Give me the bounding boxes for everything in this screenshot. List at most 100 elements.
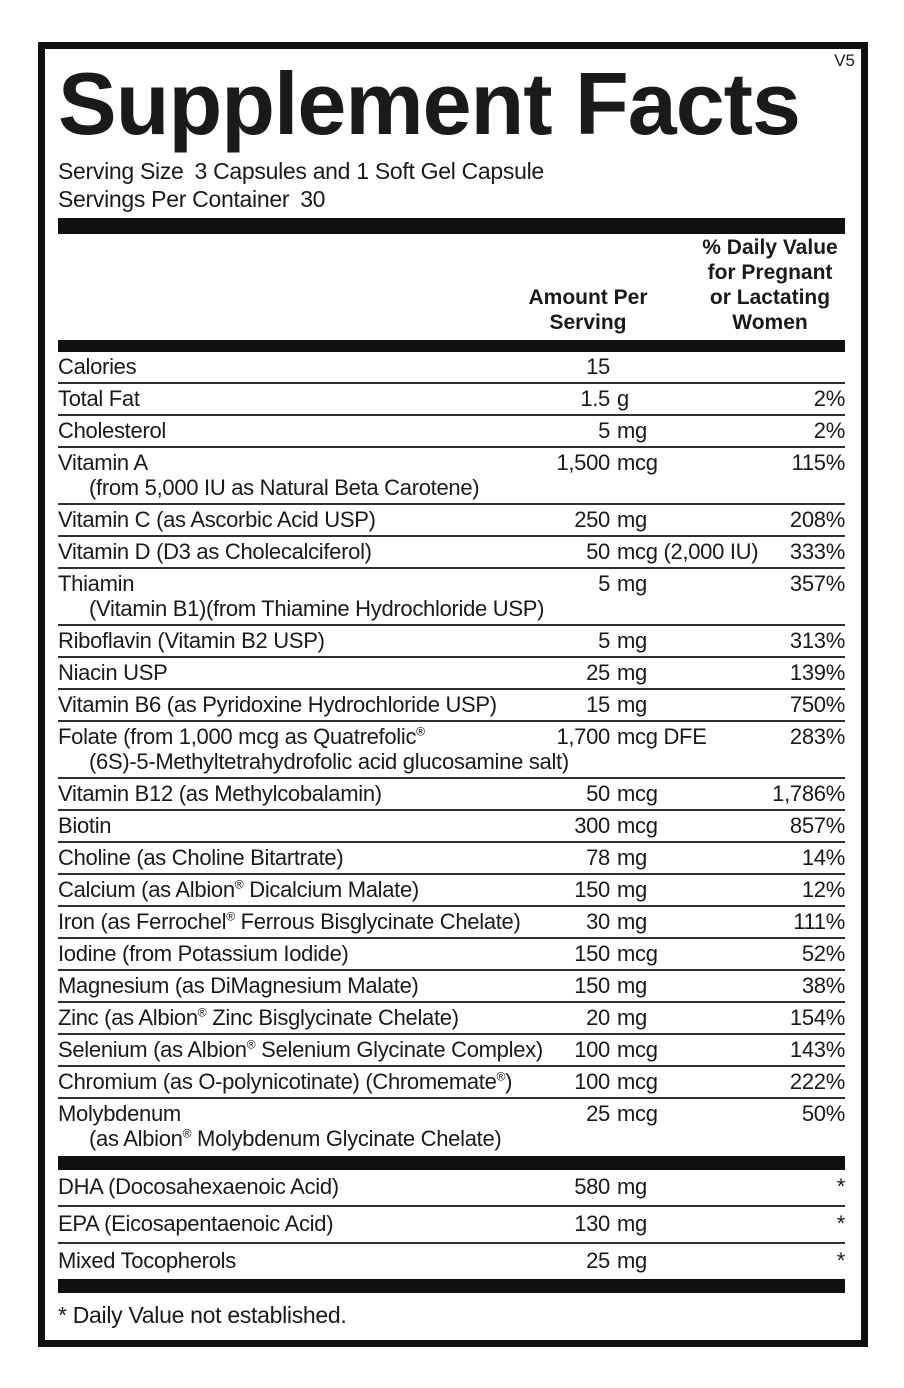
nutrient-amount: 20 mg: [586, 1005, 647, 1030]
nutrient-row: Biotin 300 mcg 857%: [58, 809, 845, 841]
nutrient-row: Iodine (from Potassium Iodide) 150 mcg 52%: [58, 937, 845, 969]
column-headers: Amount Per Serving % Daily Value for Pre…: [58, 234, 845, 340]
page-title: Supplement Facts: [58, 54, 801, 153]
nutrient-name: Chromium (as O-polynicotinate) (Chromema…: [58, 1069, 513, 1094]
nutrient-row: Vitamin B12 (as Methylcobalamin) 50 mcg 1,7…: [58, 777, 845, 809]
nutrient-amount: 150 mg: [574, 877, 647, 902]
nutrient-daily-value: 139%: [789, 660, 845, 685]
nutrient-row: Thiamin (Vitamin B1)(from Thiamine Hydroc…: [58, 567, 845, 624]
nutrient-daily-value: 208%: [789, 507, 845, 532]
nutrient-row: Cholesterol 5 mg 2%: [58, 414, 845, 446]
nutrient-daily-value: 50%: [801, 1101, 845, 1126]
nutrient-amount: 1,700 mcg DFE: [556, 724, 707, 749]
nutrient-name: DHA (Docosahexaenoic Acid): [58, 1174, 339, 1199]
thick-separator-bar-bottom: [58, 1279, 845, 1293]
nutrient-daily-value: 1,786%: [772, 781, 845, 806]
nutrient-daily-value: 357%: [789, 571, 845, 596]
nutrient-row: Chromium (as O-polynicotinate) (Chromema…: [58, 1065, 845, 1097]
servings-per-container-label: Servings Per Container: [58, 186, 290, 212]
thick-separator-bar-middle: [58, 1156, 845, 1170]
nutrient-name: Calories: [58, 354, 137, 379]
serving-info: Serving Size 3 Capsules and 1 Soft Gel Ca…: [58, 157, 845, 213]
nutrient-daily-value: *: [836, 1248, 846, 1273]
nutrient-name: Vitamin A (from 5,000 IU as Natural Beta …: [58, 450, 480, 500]
nutrient-name: EPA (Eicosapentaenoic Acid): [58, 1211, 334, 1236]
nutrient-name: Folate (from 1,000 mcg as Quatrefolic® (6…: [58, 724, 569, 774]
nutrient-amount: 130 mg: [574, 1211, 647, 1236]
supplement-facts-label: V5 Supplement Facts Serving Size 3 Capsul…: [38, 42, 868, 1347]
nutrient-daily-value: 333%: [789, 539, 845, 564]
nutrient-daily-value: 222%: [789, 1069, 845, 1094]
nutrient-name: Vitamin B12 (as Methylcobalamin): [58, 781, 382, 806]
nutrient-name: Riboflavin (Vitamin B2 USP): [58, 628, 325, 653]
nutrient-daily-value: 143%: [789, 1037, 845, 1062]
nutrient-name: Vitamin B6 (as Pyridoxine Hydrochloride …: [58, 692, 497, 717]
nutrient-name-detail: (as Albion® Molybdenum Glycinate Chelate…: [89, 1126, 502, 1151]
nutrient-row: Folate (from 1,000 mcg as Quatrefolic® (6…: [58, 720, 845, 777]
nutrient-row: Riboflavin (Vitamin B2 USP) 5 mg 313%: [58, 624, 845, 656]
nutrient-daily-value: *: [836, 1211, 846, 1236]
nutrient-amount: 150 mcg: [574, 941, 658, 966]
nutrient-name: Iron (as Ferrochel® Ferrous Bisglycinate…: [58, 909, 521, 934]
serving-size-line: Serving Size 3 Capsules and 1 Soft Gel Ca…: [58, 157, 845, 185]
nutrient-amount: 78 mg: [586, 845, 647, 870]
nutrient-row: Choline (as Choline Bitartrate) 78 mg 14%: [58, 841, 845, 873]
nutrient-row: Vitamin D (D3 as Cholecalciferol) 50 mcg (…: [58, 535, 845, 567]
main-nutrients-table: Calories 15 Total Fat 1.5 g 2% Cholesterol 5 mg 2…: [58, 352, 845, 1154]
amount-per-serving-header: Amount Per Serving: [528, 286, 648, 334]
nutrient-amount: 1,500 mcg: [556, 450, 658, 475]
nutrient-amount: 5 mg: [598, 571, 647, 596]
nutrient-amount: 580 mg: [574, 1174, 647, 1199]
nutrient-amount: 250 mg: [574, 507, 647, 532]
footnote: * Daily Value not established.: [58, 1302, 347, 1328]
nutrient-row: Total Fat 1.5 g 2%: [58, 382, 845, 414]
nutrient-row: Iron (as Ferrochel® Ferrous Bisglycinate…: [58, 905, 845, 937]
nutrient-name-detail: (Vitamin B1)(from Thiamine Hydrochloride…: [89, 596, 545, 621]
nutrient-amount: 100 mcg: [574, 1037, 658, 1062]
nutrient-name-detail: (from 5,000 IU as Natural Beta Carotene): [89, 475, 480, 500]
nutrient-daily-value: 2%: [813, 386, 846, 411]
nutrient-name: Choline (as Choline Bitartrate): [58, 845, 344, 870]
nutrient-row: Calcium (as Albion® Dicalcium Malate) 150…: [58, 873, 845, 905]
nutrient-row: Zinc (as Albion® Zinc Bisglycinate Chela…: [58, 1001, 845, 1033]
nutrient-daily-value: 154%: [789, 1005, 845, 1030]
nutrient-daily-value: 857%: [789, 813, 845, 838]
nutrient-row: DHA (Docosahexaenoic Acid) 580 mg *: [58, 1170, 845, 1205]
nutrient-row: Selenium (as Albion® Selenium Glycinate …: [58, 1033, 845, 1065]
thick-separator-bar-top: [58, 218, 845, 234]
nutrient-amount: 25 mg: [586, 660, 647, 685]
nutrient-name: Vitamin C (as Ascorbic Acid USP): [58, 507, 376, 532]
serving-size-label: Serving Size: [58, 158, 184, 184]
nutrient-amount: 150 mg: [574, 973, 647, 998]
nutrient-name: Vitamin D (D3 as Cholecalciferol): [58, 539, 372, 564]
nutrient-name: Molybdenum (as Albion® Molybdenum Glycina…: [58, 1101, 502, 1151]
nutrient-amount: 1.5 g: [580, 386, 629, 411]
nutrient-row: Niacin USP 25 mg 139%: [58, 656, 845, 688]
thick-separator-bar-headers: [58, 340, 845, 352]
nutrient-row: Vitamin A (from 5,000 IU as Natural Beta …: [58, 446, 845, 503]
nutrient-amount: 25 mcg: [586, 1101, 658, 1126]
nutrient-daily-value: 111%: [793, 909, 845, 934]
other-ingredients-table: DHA (Docosahexaenoic Acid) 580 mg * EPA (Eic…: [58, 1170, 845, 1279]
nutrient-amount: 100 mcg: [574, 1069, 658, 1094]
nutrient-daily-value: 14%: [801, 845, 845, 870]
nutrient-name: Thiamin (Vitamin B1)(from Thiamine Hydroc…: [58, 571, 545, 621]
servings-per-container-line: Servings Per Container 30: [58, 185, 845, 213]
nutrient-amount: 50 mcg (2,000 IU): [586, 539, 759, 564]
nutrient-daily-value: 750%: [789, 692, 845, 717]
daily-value-header: % Daily Value for Pregnant or Lactating …: [702, 236, 838, 334]
nutrient-daily-value: *: [836, 1174, 846, 1199]
nutrient-name: Calcium (as Albion® Dicalcium Malate): [58, 877, 419, 902]
nutrient-name: Cholesterol: [58, 418, 166, 443]
nutrient-row: Vitamin B6 (as Pyridoxine Hydrochloride …: [58, 688, 845, 720]
serving-size-value: 3 Capsules and 1 Soft Gel Capsule: [194, 158, 545, 184]
nutrient-name: Magnesium (as DiMagnesium Malate): [58, 973, 419, 998]
nutrient-amount: 5 mg: [598, 628, 647, 653]
nutrient-daily-value: 115%: [791, 450, 846, 475]
nutrient-daily-value: 38%: [801, 973, 845, 998]
nutrient-name: Niacin USP: [58, 660, 168, 685]
nutrient-row: Mixed Tocopherols 25 mg *: [58, 1242, 845, 1279]
nutrient-amount: 300 mcg: [574, 813, 658, 838]
nutrient-daily-value: 313%: [789, 628, 845, 653]
nutrient-name: Biotin: [58, 813, 112, 838]
